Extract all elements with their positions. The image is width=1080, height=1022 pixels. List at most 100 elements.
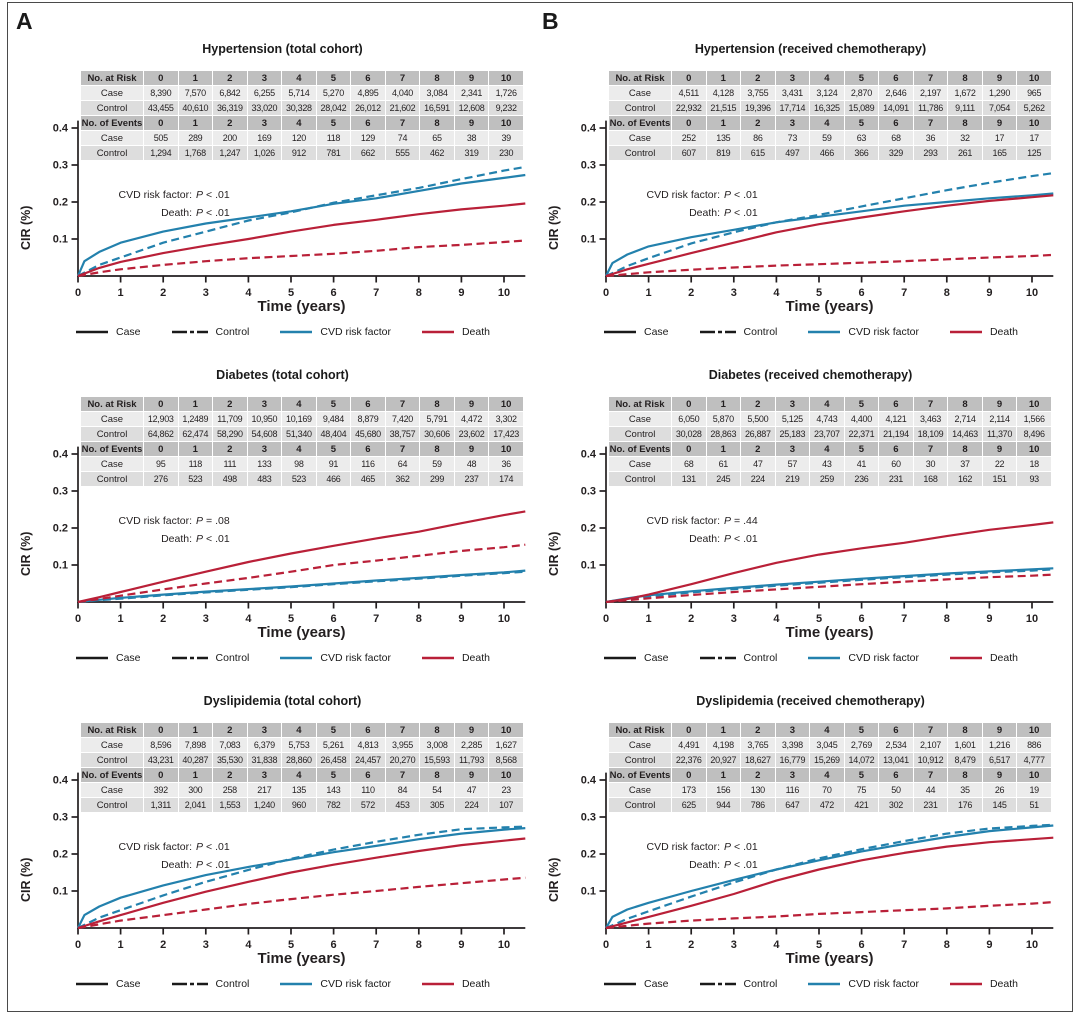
y-tick-label: 0.2 — [581, 849, 596, 861]
table-cell: 3 — [247, 723, 282, 737]
table-cell: 647 — [775, 798, 810, 812]
row-label: Control — [609, 472, 671, 486]
table-cell: 16,779 — [775, 753, 810, 767]
table-cell: 9 — [982, 116, 1017, 130]
table-cell: 9 — [454, 116, 489, 130]
table-cell: 625 — [672, 798, 706, 812]
table-cell: 3,008 — [420, 738, 454, 752]
cvd-risk-factor-line-glyph — [280, 330, 313, 334]
table-cell: 217 — [247, 783, 282, 797]
table-cell: 300 — [178, 783, 213, 797]
table-cell: 3 — [775, 71, 810, 85]
table-cell: 125 — [1017, 146, 1051, 160]
table-cell: 1,601 — [948, 738, 982, 752]
table-cell: 5,500 — [741, 412, 775, 426]
table-row: No. of Events 0 1 2 3 4 5 6 7 8 9 10 — [81, 768, 523, 782]
panel-dyslipidemia-total: Dyslipidemia (total cohort) 0.1 0.2 0.3 0.4… — [19, 688, 535, 998]
case-line-glyph — [76, 330, 108, 334]
table-cell: 10 — [489, 442, 523, 456]
table-cell: 7,054 — [982, 101, 1017, 115]
legend-label: Case — [116, 652, 141, 664]
curve-death-case — [77, 837, 526, 930]
table-cell: 135 — [282, 783, 316, 797]
table-cell: 60 — [879, 457, 913, 471]
p-symbol: P — [724, 515, 732, 527]
x-tick-label: 1 — [118, 613, 124, 625]
table-cell: 231 — [913, 798, 948, 812]
row-label: Case — [609, 457, 671, 471]
table-cell: 3,302 — [489, 412, 523, 426]
table-cell: 6 — [351, 768, 385, 782]
x-axis-label: Time (years) — [257, 624, 346, 641]
table-cell: 1 — [178, 768, 213, 782]
y-tick-label: 0.1 — [53, 234, 68, 246]
table-row: Case 505 289 200 169 120 118 129 74 65 38 39 — [81, 131, 523, 145]
y-tick-label: 0.1 — [581, 560, 596, 572]
panel-dyslipidemia-chemo: Dyslipidemia (received chemotherapy) 0.1… — [547, 688, 1063, 998]
table-cell: 5,870 — [706, 412, 741, 426]
table-cell: 6 — [879, 71, 913, 85]
table-cell: 68 — [672, 457, 706, 471]
cir-plot: 0.1 0.2 0.3 0.4 0 1 2 3 4 5 6 7 8 9 10 — [53, 120, 526, 299]
table-cell: 2 — [213, 442, 247, 456]
table-cell: 0 — [672, 768, 706, 782]
table-cell: 75 — [844, 783, 879, 797]
p-symbol: P — [196, 859, 204, 871]
p-death-label: Death: — [161, 207, 192, 219]
x-tick-label: 8 — [416, 613, 422, 625]
table-cell: 168 — [913, 472, 948, 486]
x-tick-label: 6 — [331, 939, 337, 951]
table-cell: 224 — [454, 798, 489, 812]
table-cell: 65 — [420, 131, 454, 145]
legend-label: Death — [461, 652, 490, 664]
table-cell: 912 — [282, 146, 316, 160]
x-tick-label: 5 — [288, 613, 294, 625]
p-values: CVD risk factor: P < .01 Death: P < .01 — [92, 838, 229, 874]
risk-events-table: No. at Risk 0 1 2 3 4 5 6 7 8 9 10 Case 8,596 7,898 7,0… — [80, 722, 524, 813]
table-row: Case 95 118 111 133 98 91 116 64 59 48 36 — [81, 457, 523, 471]
table-cell: 5 — [316, 723, 351, 737]
table-cell: 5,262 — [1017, 101, 1051, 115]
table-cell: 8 — [948, 768, 982, 782]
p-value-death: Death: P < .01 — [92, 204, 230, 222]
table-cell: 5 — [844, 71, 879, 85]
table-cell: 230 — [489, 146, 523, 160]
table-cell: 84 — [385, 783, 420, 797]
table-cell: 465 — [351, 472, 385, 486]
table-cell: 0 — [144, 768, 178, 782]
table-cell: 498 — [213, 472, 247, 486]
table-cell: 3,124 — [810, 86, 844, 100]
x-axis-label: Time (years) — [257, 298, 346, 315]
x-tick-label: 9 — [986, 613, 992, 625]
y-tick-label: 0.1 — [53, 886, 68, 898]
table-cell: 1 — [706, 442, 741, 456]
x-tick-label: 7 — [901, 613, 907, 625]
table-cell: 6 — [879, 723, 913, 737]
x-tick-label: 10 — [498, 939, 510, 951]
table-cell: 7 — [385, 71, 420, 85]
x-tick-label: 8 — [416, 287, 422, 299]
table-cell: 1,294 — [144, 146, 178, 160]
y-tick-label: 0.3 — [53, 486, 68, 498]
x-tick-label: 2 — [160, 287, 166, 299]
table-cell: 9,232 — [489, 101, 523, 115]
table-cell: 1,216 — [982, 738, 1017, 752]
table-row: Control 43,231 40,287 35,530 31,838 28,860 26,… — [81, 753, 523, 767]
table-row: Control 22,932 21,515 19,396 17,714 16,325 15,… — [609, 101, 1051, 115]
table-cell: 4 — [282, 116, 316, 130]
x-tick-label: 7 — [373, 287, 379, 299]
p-death-value: < .01 — [206, 207, 230, 219]
table-cell: 111 — [213, 457, 247, 471]
death-line-glyph — [421, 656, 454, 660]
row-label: Control — [81, 798, 143, 812]
table-cell: 11,793 — [454, 753, 489, 767]
table-cell: 62,474 — [178, 427, 213, 441]
table-cell: 8 — [948, 442, 982, 456]
table-cell: 10 — [489, 723, 523, 737]
table-cell: 18 — [1017, 457, 1051, 471]
table-cell: 4,777 — [1017, 753, 1051, 767]
table-cell: 4 — [282, 397, 316, 411]
table-cell: 28,860 — [282, 753, 316, 767]
table-cell: 10 — [489, 116, 523, 130]
x-tick-label: 10 — [1026, 939, 1038, 951]
